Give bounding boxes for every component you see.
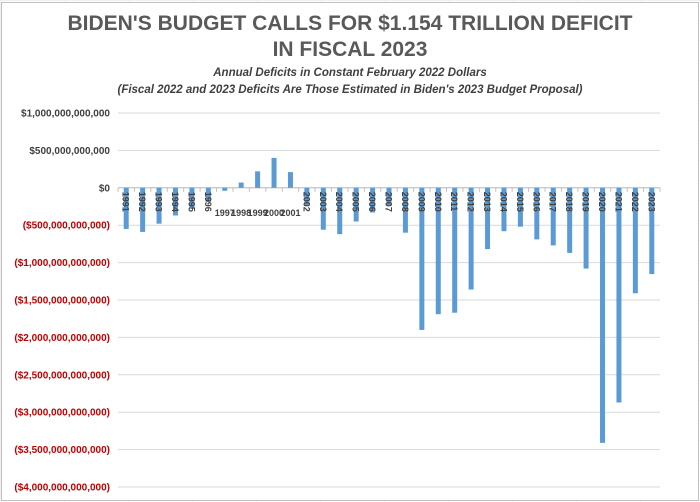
bar-1998: [238, 182, 244, 188]
x-tick-label: 2004: [334, 192, 344, 212]
x-tick-label: 2015: [515, 192, 525, 212]
x-tick-label: 2002: [301, 192, 311, 212]
bar-1996: [205, 187, 211, 203]
x-tick-label: 2011: [449, 192, 459, 212]
x-tick-label: 1997: [215, 208, 235, 218]
x-tick-label: 1993: [154, 192, 164, 212]
y-tick-label: $0: [99, 183, 111, 194]
bar-2005: [353, 187, 359, 222]
x-tick-label: 2001: [280, 208, 300, 218]
bar-2008: [402, 187, 408, 233]
bar-1994: [172, 187, 178, 216]
bar-2010: [435, 187, 441, 315]
bar-1991: [123, 187, 129, 229]
y-tick-label: ($3,000,000,000,000): [14, 408, 110, 419]
x-tick-label: 2023: [646, 192, 656, 212]
bar-2004: [337, 187, 343, 235]
x-tick-label: 2003: [318, 192, 328, 212]
bar-2009: [419, 187, 425, 330]
y-tick-label: $500,000,000,000: [29, 146, 110, 157]
bar-1999: [255, 171, 261, 188]
bar-2018: [567, 187, 573, 253]
bar-2011: [452, 187, 458, 313]
bar-2003: [320, 187, 326, 230]
x-tick-label: 2009: [416, 192, 426, 212]
bar-2013: [485, 187, 491, 250]
x-tick-label: 2010: [433, 192, 443, 212]
x-tick-label: 2007: [384, 192, 394, 212]
chart-title-line-2: IN FISCAL 2023: [272, 38, 428, 61]
x-tick-label: 2022: [630, 192, 640, 212]
chart-subtitle-line-2: (Fiscal 2022 and 2023 Deficits Are Those…: [117, 84, 583, 96]
y-tick-label: ($2,000,000,000,000): [14, 333, 110, 344]
bar-2002: [304, 187, 310, 206]
x-tick-label: 1995: [186, 192, 196, 212]
x-tick-label: 1992: [137, 192, 147, 212]
y-tick-label: $1,000,000,000,000: [21, 109, 110, 120]
bar-2021: [616, 187, 622, 403]
bar-1993: [156, 187, 162, 224]
bar-2016: [534, 187, 540, 240]
bar-1995: [189, 187, 195, 209]
bar-2023: [649, 187, 655, 275]
bar-2022: [632, 187, 638, 294]
x-tick-label: 2019: [581, 192, 591, 212]
x-tick-label: 2000: [264, 208, 284, 218]
y-tick-label: ($2,500,000,000,000): [14, 370, 110, 381]
x-tick-label: 2017: [548, 192, 558, 212]
y-tick-label: ($4,000,000,000,000): [14, 483, 110, 494]
bar-2000: [271, 157, 277, 188]
y-tick-label: ($1,000,000,000,000): [14, 258, 110, 269]
bar-2019: [583, 187, 589, 269]
bar-2014: [501, 187, 507, 232]
x-tick-label: 2008: [400, 192, 410, 212]
bar-2020: [600, 187, 606, 443]
x-tick-label: 2018: [564, 192, 574, 212]
x-tick-label: 1999: [248, 208, 268, 218]
bar-2017: [550, 187, 556, 246]
x-tick-label: 1994: [170, 192, 180, 212]
x-tick-label: 2006: [367, 192, 377, 212]
bar-2015: [517, 187, 523, 227]
x-tick-label: 2005: [351, 192, 361, 212]
x-tick-label: 1996: [203, 192, 213, 212]
x-tick-label: 2012: [466, 192, 476, 212]
x-tick-label: 2013: [482, 192, 492, 212]
x-tick-label: 2016: [531, 192, 541, 212]
bar-2006: [370, 187, 376, 213]
y-tick-label: ($3,500,000,000,000): [14, 445, 110, 456]
bar-2007: [386, 187, 392, 206]
x-tick-label: 1991: [121, 192, 131, 212]
x-tick-label: 1998: [231, 208, 251, 218]
y-tick-label: ($500,000,000,000): [23, 221, 110, 232]
bar-2001: [287, 172, 293, 188]
chart-title-line-1: BIDEN'S BUDGET CALLS FOR $1.154 TRILLION…: [67, 12, 633, 35]
x-tick-label: 2014: [498, 192, 508, 212]
x-tick-label: 2020: [597, 192, 607, 212]
bar-1997: [222, 187, 228, 191]
chart-subtitle-line-1: Annual Deficits in Constant February 202…: [213, 67, 487, 79]
bar-1992: [140, 187, 146, 232]
bar-2012: [468, 187, 474, 290]
y-tick-label: ($1,500,000,000,000): [14, 296, 110, 307]
x-tick-label: 2021: [613, 192, 623, 212]
